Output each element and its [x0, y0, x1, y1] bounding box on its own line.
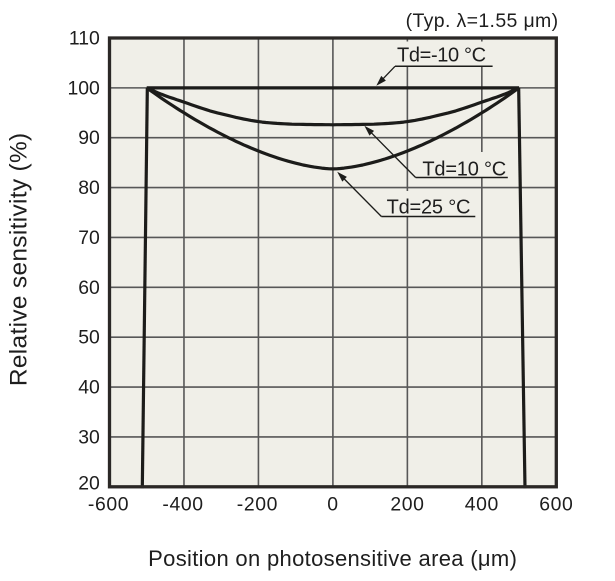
svg-text:600: 600 [539, 493, 573, 515]
svg-text:-600: -600 [88, 493, 129, 515]
svg-text:70: 70 [78, 227, 100, 249]
svg-text:50: 50 [78, 327, 100, 349]
svg-text:30: 30 [78, 426, 100, 448]
svg-text:110: 110 [69, 28, 100, 50]
svg-text:40: 40 [78, 377, 100, 399]
svg-text:Position on photosensitive are: Position on photosensitive area (μm) [148, 546, 517, 571]
svg-text:-200: -200 [237, 493, 278, 515]
svg-text:100: 100 [67, 77, 100, 99]
svg-text:Relative sensitivity (%): Relative sensitivity (%) [6, 132, 33, 386]
svg-text:20: 20 [78, 472, 100, 494]
svg-text:Td=10 °C: Td=10 °C [422, 158, 506, 180]
svg-text:200: 200 [390, 493, 424, 515]
svg-text:90: 90 [78, 127, 100, 149]
svg-text:-400: -400 [162, 493, 203, 515]
svg-text:80: 80 [78, 177, 100, 199]
svg-text:Td=25 °C: Td=25 °C [387, 196, 471, 218]
svg-text:0: 0 [327, 493, 338, 515]
svg-text:(Typ. λ=1.55 μm): (Typ. λ=1.55 μm) [406, 10, 559, 32]
svg-text:400: 400 [465, 493, 499, 515]
svg-text:Td=-10 °C: Td=-10 °C [397, 45, 486, 67]
svg-text:60: 60 [78, 277, 100, 299]
